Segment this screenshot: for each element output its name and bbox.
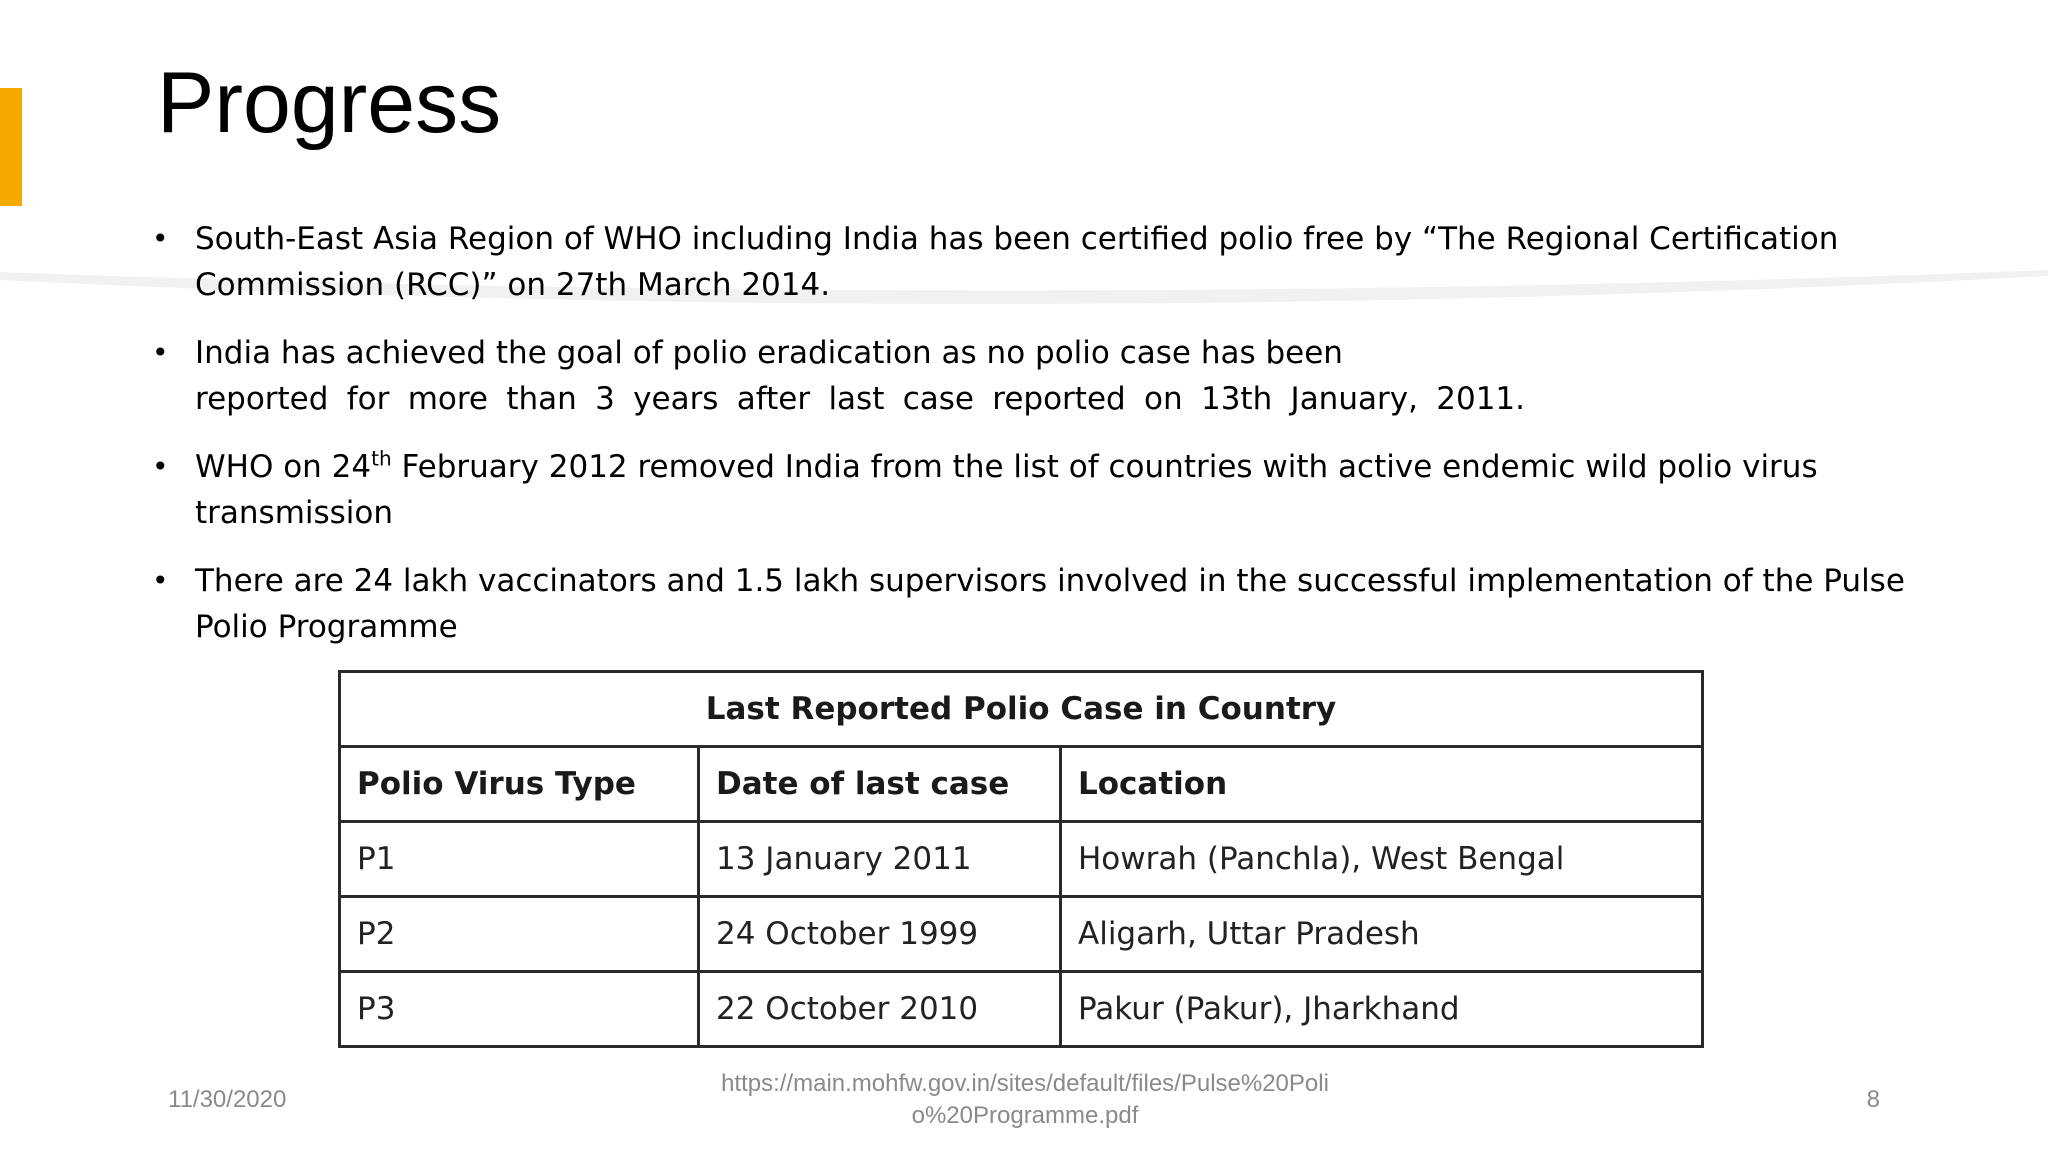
bullet-item: • WHO on 24th February 2012 removed Indi… (152, 444, 1912, 536)
table-cell: P1 (338, 820, 700, 898)
table-cell: 22 October 2010 (697, 970, 1062, 1048)
bullet-dot-icon: • (152, 564, 169, 597)
bullet-item: • South-East Asia Region of WHO includin… (152, 216, 1912, 308)
column-header-location: Location (1059, 745, 1704, 823)
column-header-date: Date of last case (697, 745, 1062, 823)
bullet-text-line: South-East Asia Region of WHO including … (195, 221, 1839, 257)
table-row: P3 22 October 2010 Pakur (Pakur), Jharkh… (338, 970, 1704, 1048)
table-cell: 24 October 1999 (697, 895, 1062, 973)
column-header-virus-type: Polio Virus Type (338, 745, 700, 823)
table-cell: Pakur (Pakur), Jharkhand (1059, 970, 1704, 1048)
table-row: P2 24 October 1999 Aligarh, Uttar Prades… (338, 895, 1704, 973)
bullet-text-line: reported for more than 3 years after las… (195, 381, 1525, 417)
accent-bar (0, 88, 22, 206)
bullet-text-line: There are 24 lakh vaccinators and 1.5 la… (195, 563, 1905, 599)
table-header-row: Polio Virus Type Date of last case Locat… (338, 745, 1704, 823)
page-title: Progress (157, 55, 502, 151)
footer-source-line: https://main.mohfw.gov.in/sites/default/… (721, 1070, 1329, 1097)
bullet-text-line: WHO on 24th February 2012 removed India … (195, 444, 1912, 490)
table-cell: 13 January 2011 (697, 820, 1062, 898)
footer-date: 11/30/2020 (168, 1086, 287, 1113)
table-cell: P2 (338, 895, 700, 973)
bullet-dot-icon: • (152, 450, 169, 483)
polio-case-table-container: Last Reported Polio Case in Country Poli… (338, 670, 1704, 1048)
bullet-text-line: Commission (RCC)” on 27th March 2014. (195, 267, 831, 303)
footer-source: https://main.mohfw.gov.in/sites/default/… (680, 1068, 1370, 1132)
table-cell: Howrah (Panchla), West Bengal (1059, 820, 1704, 898)
bullet-text-fragment: WHO on 24 (195, 449, 372, 485)
bullet-dot-icon: • (152, 222, 169, 255)
bullet-text-line: transmission (195, 495, 394, 531)
bullet-text-fragment: February 2012 removed India from the lis… (391, 449, 1818, 485)
table-row: P1 13 January 2011 Howrah (Panchla), Wes… (338, 820, 1704, 898)
page-number: 8 (1866, 1086, 1880, 1113)
footer-source-line: o%20Programme.pdf (911, 1102, 1139, 1129)
bullet-list: • South-East Asia Region of WHO includin… (152, 216, 1912, 672)
bullet-text-line: India has achieved the goal of polio era… (195, 335, 1343, 371)
table-caption-row: Last Reported Polio Case in Country (338, 670, 1704, 748)
table-cell: P3 (338, 970, 700, 1048)
table-cell: Aligarh, Uttar Pradesh (1059, 895, 1704, 973)
bullet-item: • There are 24 lakh vaccinators and 1.5 … (152, 558, 1912, 650)
bullet-text-line: Polio Programme (195, 609, 458, 645)
bullet-dot-icon: • (152, 336, 169, 369)
background-swoosh (0, 270, 2048, 305)
superscript: th (371, 446, 392, 471)
polio-case-table: Last Reported Polio Case in Country Poli… (338, 670, 1704, 1048)
bullet-item: • India has achieved the goal of polio e… (152, 330, 1912, 422)
table-caption: Last Reported Polio Case in Country (338, 670, 1704, 748)
